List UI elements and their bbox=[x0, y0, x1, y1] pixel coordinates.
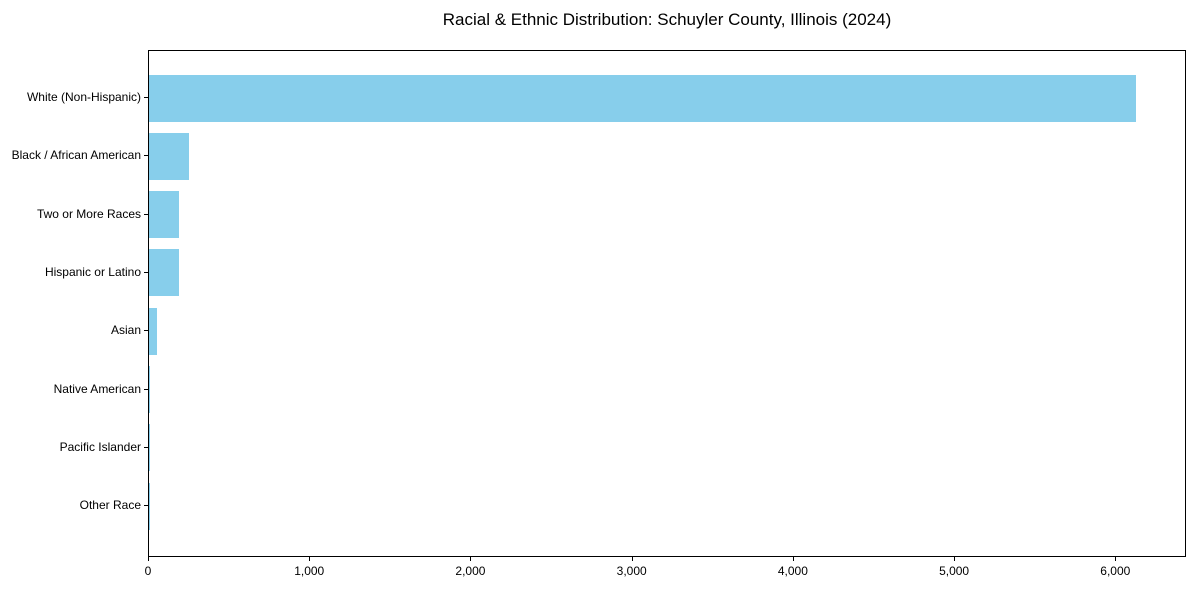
y-tick-mark bbox=[144, 388, 148, 390]
x-tick-mark bbox=[631, 557, 633, 561]
y-tick-mark bbox=[144, 155, 148, 157]
x-tick-label-1: 1,000 bbox=[294, 564, 325, 578]
y-tick-mark bbox=[144, 271, 148, 273]
x-tick-mark bbox=[1115, 557, 1117, 561]
y-tick-mark bbox=[144, 213, 148, 215]
bar-0 bbox=[149, 74, 1136, 122]
x-tick-mark bbox=[954, 557, 956, 561]
y-tick-label-1: Black / African American bbox=[11, 148, 141, 163]
x-tick-mark bbox=[309, 557, 311, 561]
y-tick-mark bbox=[144, 446, 148, 448]
y-tick-label-7: Other Race bbox=[79, 498, 141, 513]
x-tick-label-2: 2,000 bbox=[455, 564, 486, 578]
y-tick-label-4: Asian bbox=[110, 323, 141, 338]
y-tick-label-0: White (Non-Hispanic) bbox=[26, 90, 141, 104]
bar-1 bbox=[149, 132, 190, 180]
bar-5 bbox=[149, 366, 150, 413]
x-tick-mark bbox=[792, 557, 794, 561]
bar-4 bbox=[149, 307, 158, 355]
y-tick-label-5: Native American bbox=[53, 381, 141, 396]
x-tick-label-3: 3,000 bbox=[616, 564, 647, 578]
y-tick-mark bbox=[144, 330, 148, 332]
x-tick-mark bbox=[148, 557, 149, 561]
x-tick-label-4: 4,000 bbox=[777, 564, 808, 578]
y-tick-mark bbox=[144, 505, 148, 507]
y-tick-mark bbox=[144, 97, 148, 98]
x-tick-label-0: 0 bbox=[144, 564, 152, 578]
y-tick-label-2: Two or More Races bbox=[36, 206, 141, 221]
y-tick-label-6: Pacific Islander bbox=[59, 439, 141, 454]
x-tick-label-5: 5,000 bbox=[939, 564, 970, 578]
x-tick-label-6: 6,000 bbox=[1100, 564, 1131, 578]
y-tick-label-3: Hispanic or Latino bbox=[44, 264, 141, 279]
bar-2 bbox=[149, 191, 179, 239]
chart-title: Racial & Ethnic Distribution: Schuyler C… bbox=[442, 10, 892, 29]
plot-area bbox=[148, 50, 1186, 557]
x-tick-mark bbox=[470, 557, 472, 561]
bar-3 bbox=[149, 249, 179, 297]
